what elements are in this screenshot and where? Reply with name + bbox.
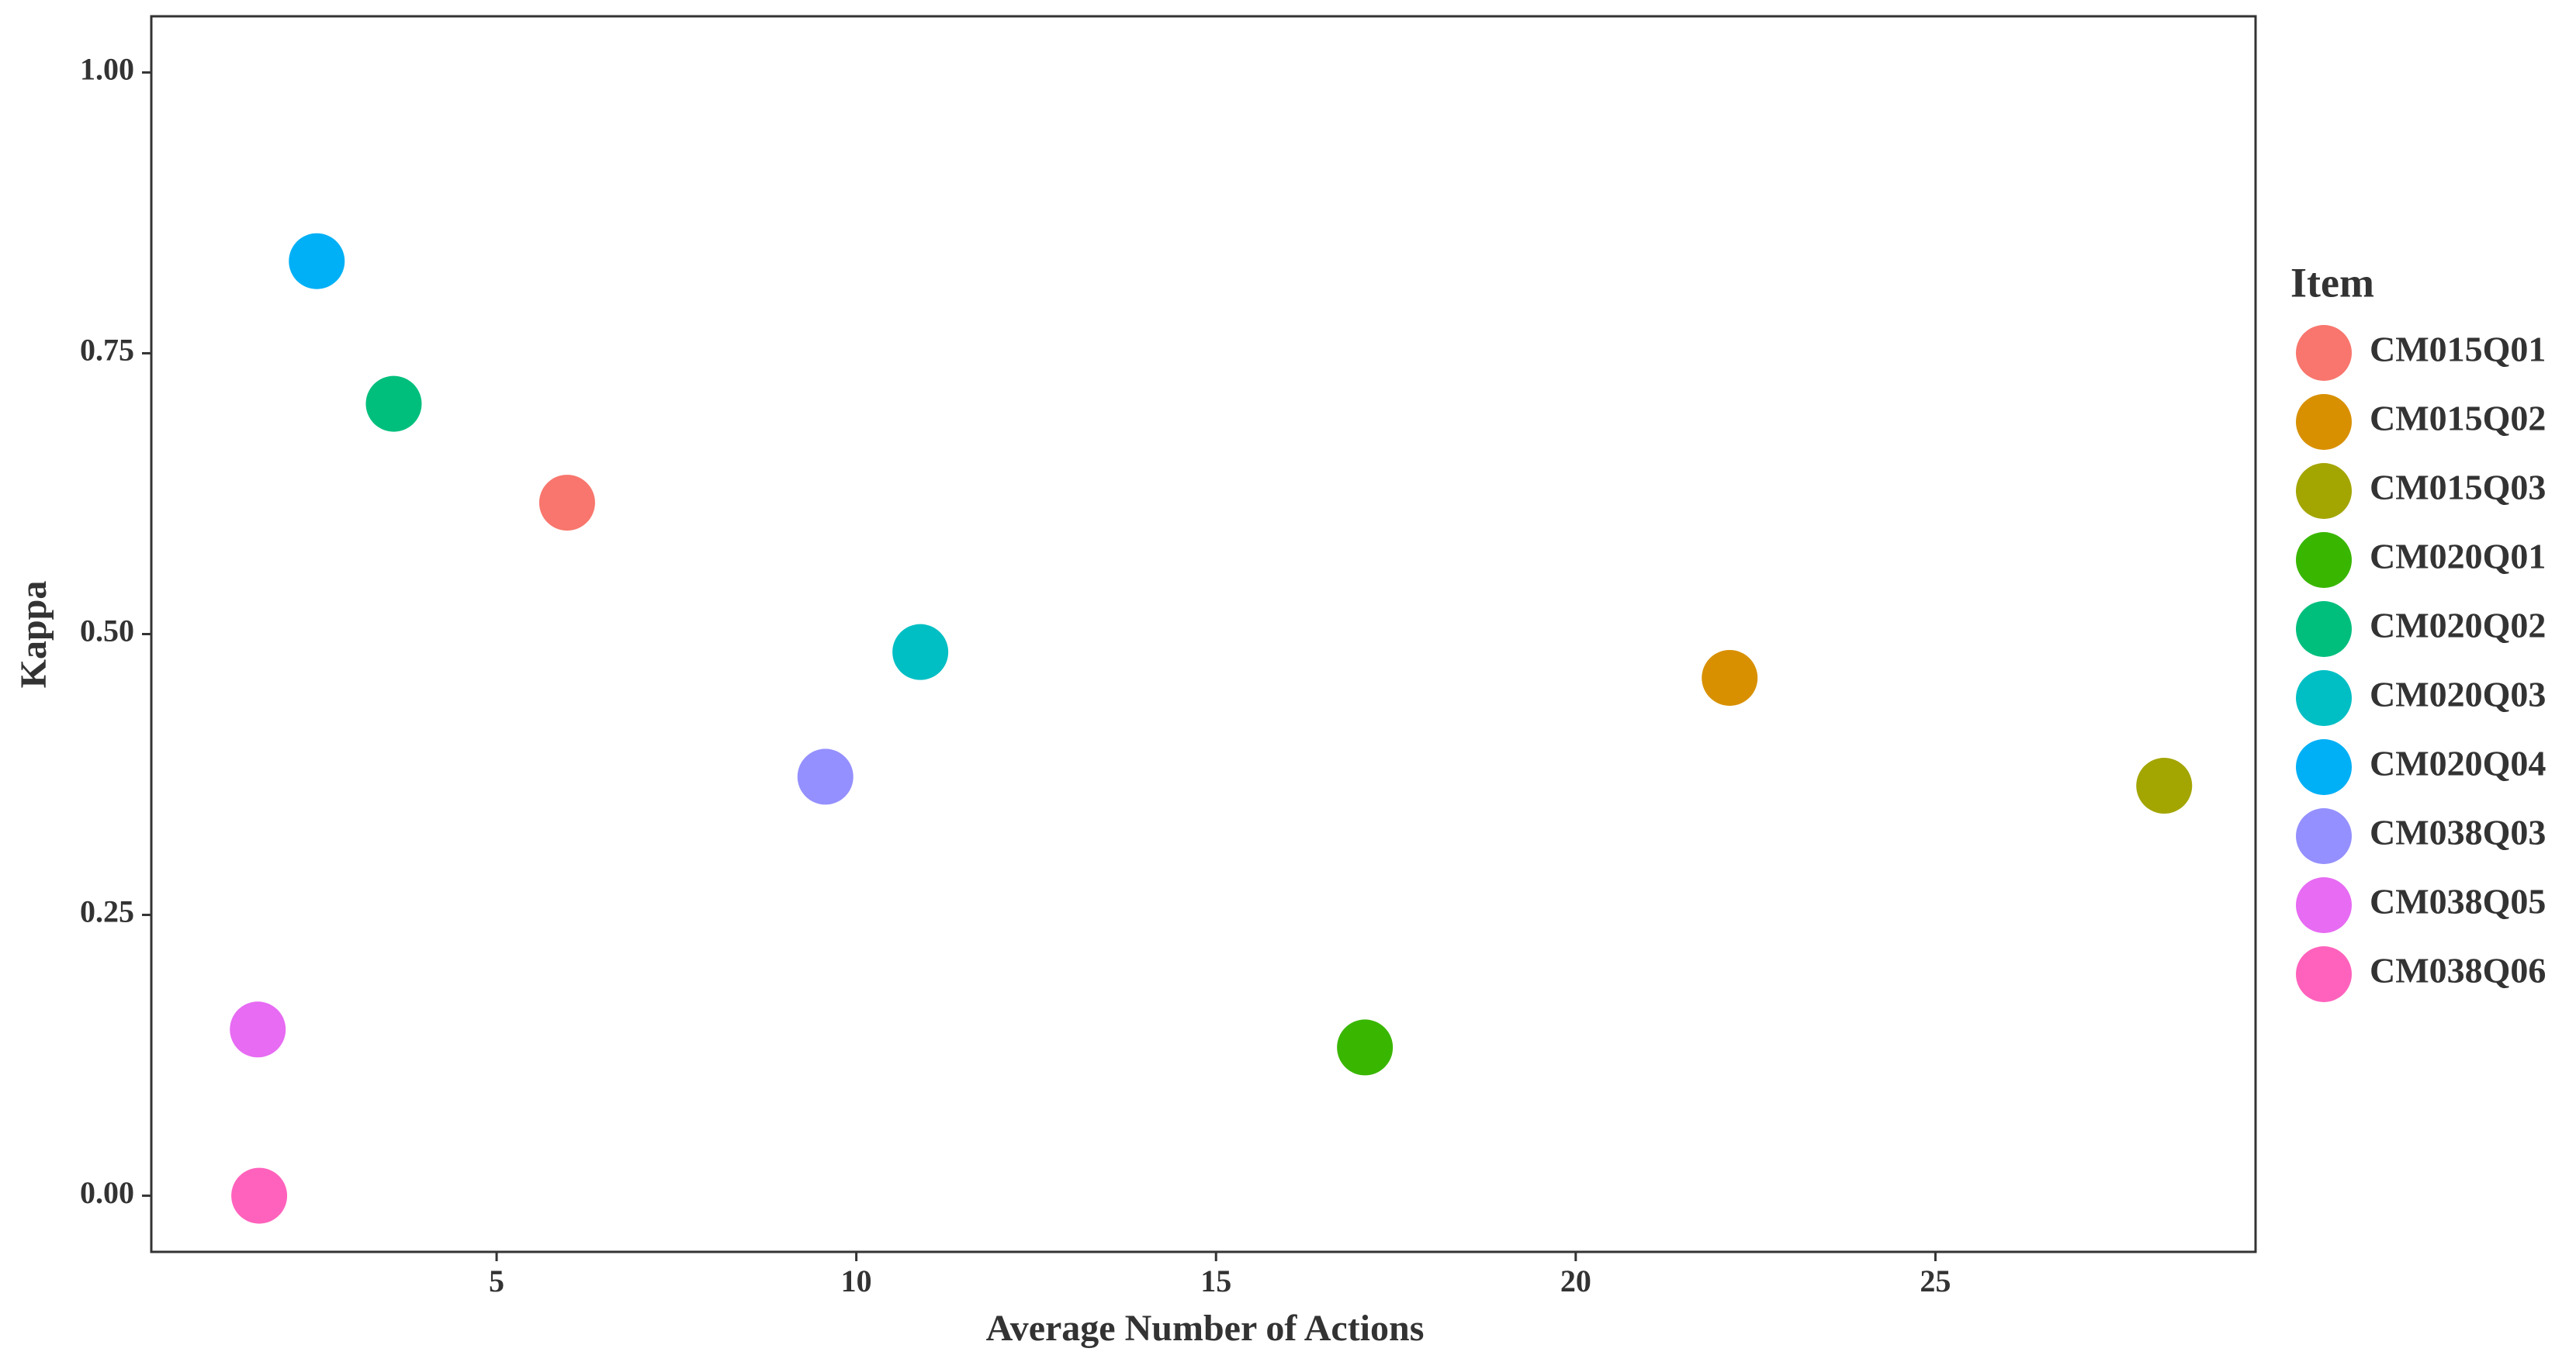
legend-marker (2296, 670, 2352, 726)
point (230, 1001, 286, 1058)
legend-marker (2296, 739, 2352, 795)
legend-marker (2296, 325, 2352, 381)
legend-marker (2296, 946, 2352, 1002)
x-tick-label: 20 (1560, 1264, 1591, 1298)
legend-marker (2296, 463, 2352, 519)
point (892, 624, 949, 680)
point (538, 475, 595, 531)
legend-label: CM015Q01 (2370, 330, 2546, 369)
point (289, 233, 345, 289)
legend-title: Item (2290, 259, 2374, 306)
legend-label: CM015Q03 (2370, 468, 2546, 507)
plot-panel (150, 15, 2257, 1253)
legend-label: CM020Q02 (2370, 606, 2546, 645)
point (1337, 1019, 1394, 1076)
point (2136, 758, 2193, 814)
y-tick-label: 0.00 (80, 1175, 134, 1210)
x-tick-label: 25 (1920, 1264, 1951, 1298)
x-tick-label: 5 (489, 1264, 504, 1298)
y-tick-label: 0.75 (80, 333, 134, 368)
legend-label: CM020Q04 (2370, 744, 2546, 783)
legend-marker (2296, 877, 2352, 933)
legend-label: CM038Q03 (2370, 813, 2546, 852)
legend-label: CM020Q01 (2370, 537, 2546, 576)
x-axis-title: Average Number of Actions (986, 1308, 1425, 1349)
legend-label: CM020Q03 (2370, 675, 2546, 714)
point (231, 1167, 288, 1224)
legend-label: CM015Q02 (2370, 399, 2546, 438)
legend-marker (2296, 532, 2352, 588)
x-tick-label: 15 (1200, 1264, 1231, 1298)
y-tick-label: 1.00 (80, 52, 134, 87)
x-tick-label: 10 (841, 1264, 872, 1298)
point (1702, 649, 1758, 706)
point (365, 375, 422, 432)
y-tick-label: 0.50 (80, 614, 134, 648)
legend-marker (2296, 808, 2352, 864)
point (797, 748, 853, 805)
legend-marker (2296, 601, 2352, 657)
y-axis-title: Kappa (13, 581, 54, 689)
legend-label: CM038Q06 (2370, 951, 2546, 990)
y-tick-label: 0.25 (80, 894, 134, 929)
legend-label: CM038Q05 (2370, 882, 2546, 921)
legend-marker (2296, 394, 2352, 450)
